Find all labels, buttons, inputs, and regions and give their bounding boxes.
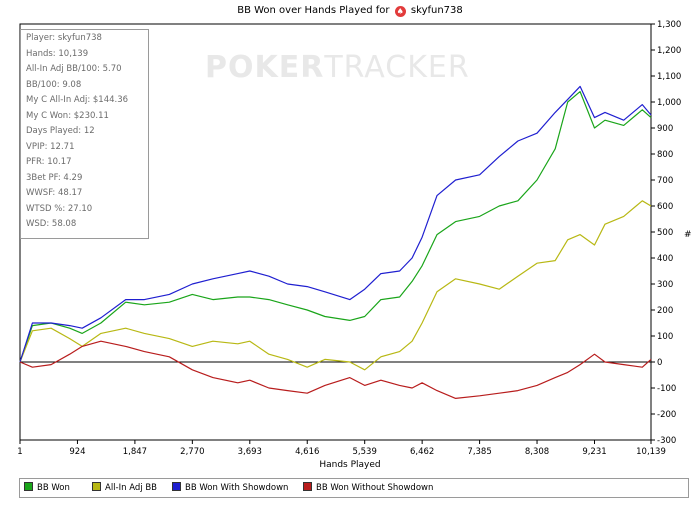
x-tick-label: 5,539 (353, 447, 377, 457)
x-tick-label: 3,693 (238, 447, 262, 457)
stat-line: 3Bet PF: 4.29 (26, 172, 83, 183)
chart-title-player: skyfun738 (410, 5, 463, 16)
y-tick-label: 900 (657, 124, 673, 134)
y-tick-label: 1,200 (657, 46, 681, 56)
legend-item-all-in-adj-bb: All-In Adj BB (92, 482, 157, 493)
y-tick-label: 500 (657, 228, 673, 238)
legend-swatch (24, 482, 33, 491)
x-tick-label: 7,385 (467, 447, 491, 457)
chart-title-prefix: BB Won over Hands Played for (237, 5, 390, 16)
x-tick-label: 4,616 (295, 447, 319, 457)
series-line-bb-won-without-showdown (19, 340, 652, 399)
stat-line: PFR: 10.17 (26, 157, 72, 167)
legend-item-bb-won-without-showdown: BB Won Without Showdown (303, 482, 433, 493)
y-tick-label: 300 (657, 280, 673, 290)
legend-label: All-In Adj BB (105, 483, 157, 493)
stat-line: My C All-In Adj: $144.36 (26, 95, 129, 105)
y-tick-label: -300 (657, 436, 676, 446)
pokertracker-spade-icon: ♠ (394, 6, 406, 17)
legend-swatch (172, 482, 181, 491)
legend-label: BB Won With Showdown (185, 483, 289, 493)
y-tick-label: 1,100 (657, 72, 681, 82)
series-line-all-in-adj-bb (19, 200, 652, 371)
stat-line: BB/100: 9.08 (26, 79, 82, 90)
legend-swatch (92, 482, 101, 491)
series-line-bb-won-with-showdown (19, 85, 652, 363)
stat-line: VPIP: 12.71 (26, 141, 75, 152)
y-tick-label: 700 (657, 176, 673, 186)
stat-line: Player: skyfun738 (26, 33, 102, 43)
y-tick-label: -200 (657, 410, 676, 420)
legend-item-bb-won: BB Won (24, 482, 70, 493)
legend-label: BB Won Without Showdown (316, 483, 434, 493)
legend-swatch (303, 482, 312, 491)
y-tick-label: 1,000 (657, 98, 681, 108)
stat-line: All-In Adj BB/100: 5.70 (26, 64, 122, 74)
stats-box: Player: skyfun738 Hands: 10,139 All-In Adj… (20, 29, 149, 239)
legend: BB Won All-In Adj BB BB Won With Showdown B… (19, 478, 689, 498)
x-tick-label: 1,847 (123, 447, 147, 457)
x-tick-label: 924 (69, 447, 85, 457)
x-tick-label: 8,308 (525, 447, 549, 457)
y-axis-label: # (684, 230, 692, 240)
x-tick-label: 1 (17, 447, 22, 457)
watermark-bold: POKER (205, 50, 325, 85)
stat-line: Days Played: 12 (26, 126, 95, 136)
y-tick-label: 400 (657, 254, 673, 264)
y-tick-label: 600 (657, 202, 673, 212)
y-tick-label: 800 (657, 150, 673, 160)
legend-label: BB Won (37, 483, 70, 493)
chart-title: BB Won over Hands Played for ♠ skyfun738 (0, 5, 700, 17)
x-tick-label: 9,231 (582, 447, 606, 457)
y-tick-label: 100 (657, 332, 673, 342)
x-tick-label: 6,462 (410, 447, 434, 457)
x-tick-label: 10,139 (636, 447, 666, 457)
y-tick-label: 200 (657, 306, 673, 316)
x-tick-label: 2,770 (180, 447, 204, 457)
y-tick-label: 0 (657, 358, 662, 368)
x-axis-label: Hands Played (319, 460, 381, 470)
stat-line: WTSD %: 27.10 (26, 203, 93, 214)
stat-line: WSD: 58.08 (26, 219, 77, 229)
stat-line: Hands: 10,139 (26, 48, 89, 59)
legend-item-bb-won-with-showdown: BB Won With Showdown (172, 482, 288, 493)
stat-line: My C Won: $230.11 (26, 110, 109, 121)
stat-line: WWSF: 48.17 (26, 188, 83, 198)
y-tick-label: 1,300 (657, 20, 681, 30)
watermark-thin: TRACKER (324, 50, 470, 85)
y-tick-label: -100 (657, 384, 676, 394)
series-line-bb-won (19, 90, 652, 363)
pokertracker-watermark: POKERTRACKER (205, 50, 470, 85)
